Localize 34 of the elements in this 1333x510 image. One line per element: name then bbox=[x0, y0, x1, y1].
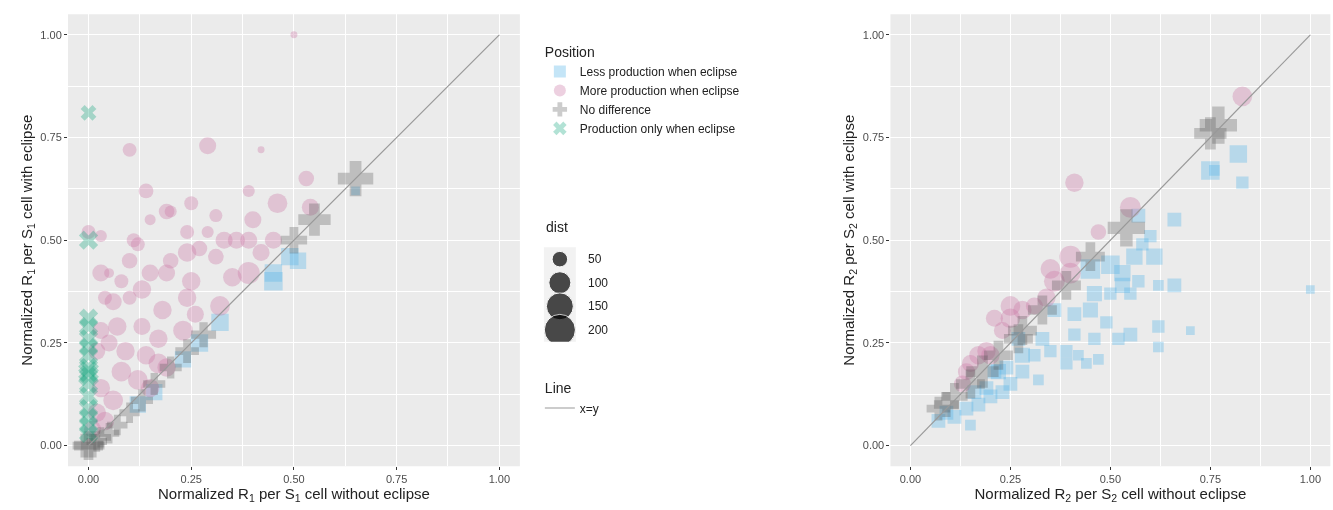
y-tick-label: 0.00 bbox=[862, 439, 885, 452]
x-tick-label: 1.00 bbox=[488, 473, 511, 486]
x-tick-label: 0.25 bbox=[999, 473, 1022, 486]
legend-label: x=y bbox=[579, 401, 599, 416]
x-tick-label: 1.00 bbox=[1299, 473, 1322, 486]
legend-label: 200 bbox=[588, 323, 609, 337]
text: dist bbox=[546, 219, 568, 235]
legend-label: No difference bbox=[579, 103, 652, 118]
y-tick-label: 1.00 bbox=[40, 28, 62, 41]
x-tick-label: 0.25 bbox=[180, 473, 202, 486]
legend-label: 100 bbox=[588, 276, 609, 290]
y-tick-label: 0.75 bbox=[862, 131, 885, 144]
legend-label: More production when eclipse bbox=[579, 84, 740, 99]
y-tick-label: 0.50 bbox=[40, 234, 62, 247]
x-tick-label: 0.50 bbox=[283, 473, 305, 486]
legend-label: Less production when eclipse bbox=[579, 65, 738, 80]
x-axis-title: Normalized R$_{1}$ per S$_{1}$ cell without eclipse bbox=[158, 485, 430, 505]
legend-title: Position bbox=[544, 43, 595, 60]
legend-label: 150 bbox=[588, 299, 609, 313]
x-tick-label: 0.50 bbox=[1099, 473, 1122, 486]
y-tick-label: 0.75 bbox=[40, 131, 62, 144]
x-axis-title: Normalized R$_{2}$ per S$_{2}$ cell without eclipse bbox=[974, 485, 1247, 505]
y-tick-label: 0.25 bbox=[862, 336, 885, 349]
text: Line bbox=[544, 380, 572, 397]
legend-label: 50 bbox=[588, 252, 602, 266]
x-tick-label: 0.75 bbox=[385, 473, 408, 486]
y-tick-label: 1.00 bbox=[862, 28, 885, 41]
x-tick-label: 0.00 bbox=[899, 473, 922, 486]
legend-label: Production only when eclipse bbox=[579, 122, 736, 137]
x-tick-label: 0.00 bbox=[77, 473, 100, 486]
x-tick-label: 0.75 bbox=[1199, 473, 1222, 486]
y-tick-label: 0.00 bbox=[40, 439, 62, 452]
y-tick-label: 0.50 bbox=[862, 234, 885, 247]
y-tick-label: 0.25 bbox=[40, 336, 62, 349]
